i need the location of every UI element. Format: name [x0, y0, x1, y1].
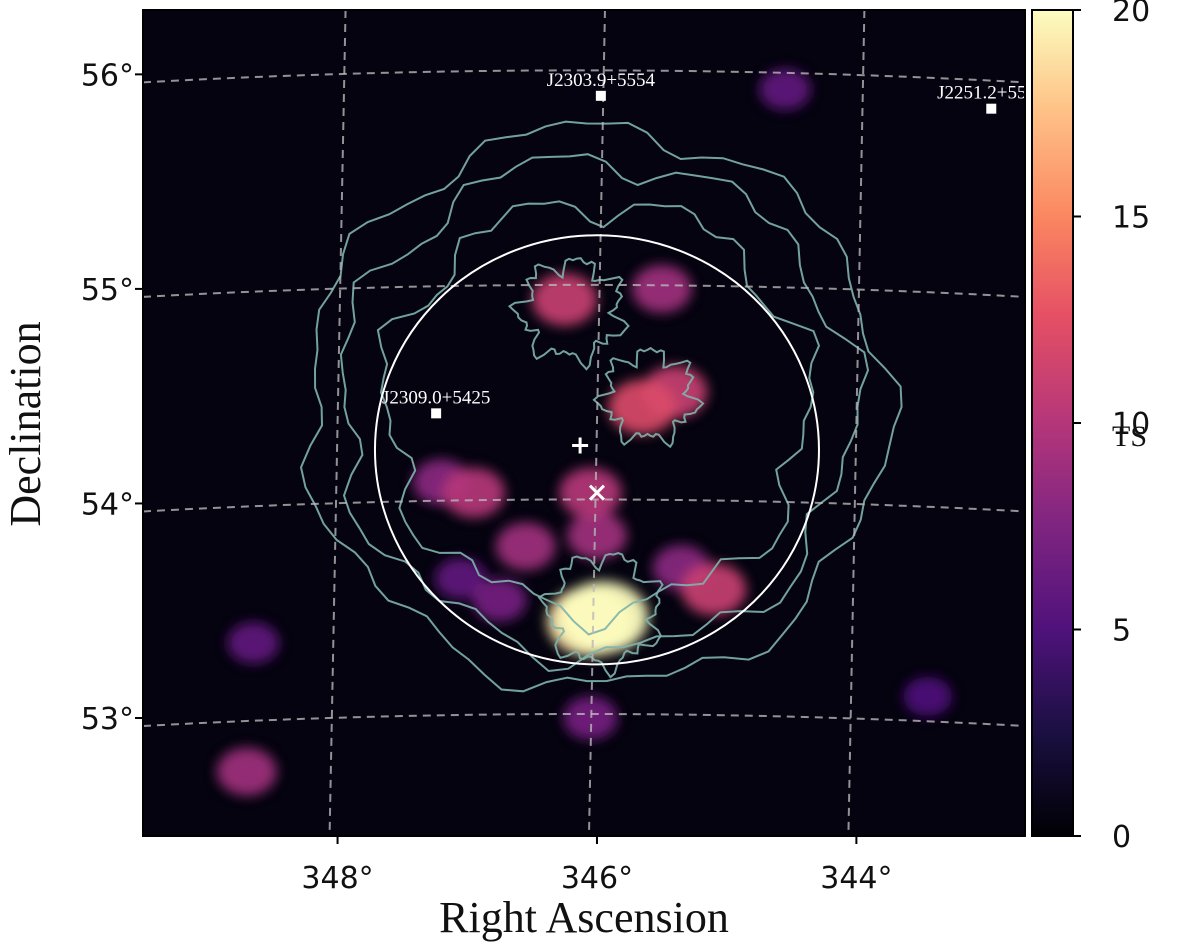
ts-hotspot [216, 747, 277, 796]
ts-hotspot [442, 467, 505, 518]
colorbar-ticks: 0 5 10 15 20 [1073, 0, 1150, 855]
source-square [595, 90, 606, 101]
ts-hotspot [531, 273, 598, 326]
ts-hotspot [472, 578, 527, 622]
cross-marker [588, 484, 606, 501]
plot-frame [142, 9, 1026, 837]
source-label: J2303.9+5554 [547, 70, 656, 91]
ts-hotspot [608, 379, 677, 435]
colorbar-tick-label: 20 [1112, 0, 1150, 29]
ts-hotspot [435, 557, 487, 600]
grid-line-ra [847, 10, 866, 836]
y-tick-label: 55° [81, 273, 134, 308]
position-markers [572, 437, 606, 501]
extent-circle [373, 234, 820, 666]
x-tick-label: 344° [820, 861, 892, 896]
ts-hotspot [227, 622, 279, 664]
x-tick-label: 348° [301, 861, 373, 896]
ts-hotspot [567, 511, 627, 560]
grid-line-dec [143, 713, 1025, 727]
extent-circle-outline [373, 234, 820, 666]
x-tick-label: 346° [561, 861, 633, 896]
contour-overlay [299, 120, 903, 693]
source-label: J2309.0+5425 [382, 387, 490, 408]
y-tick-label: 56° [81, 58, 134, 93]
y-tick-label: 53° [81, 702, 134, 737]
x-axis-label: Right Ascension [439, 893, 729, 942]
ts-hotspot [631, 265, 692, 313]
contour-line [537, 551, 664, 679]
ts-hotspot [563, 696, 618, 740]
contour-line [592, 346, 705, 449]
contour-line [376, 200, 821, 636]
colorbar-gradient [1031, 9, 1074, 837]
colorbar: 0 5 10 15 20 TS [1031, 0, 1150, 855]
source-square [431, 408, 442, 419]
grid-line-ra [587, 10, 606, 836]
colorbar-tick-label: 0 [1112, 820, 1131, 855]
ts-hotspot [558, 581, 649, 654]
plus-marker [572, 437, 589, 454]
plot-area: J2303.9+5554 J2251.2+5550 J2309.0+5425 [142, 9, 1045, 837]
colorbar-tick-label: 5 [1112, 614, 1131, 649]
y-axis-label: Declination [1, 321, 50, 526]
grid-line-dec [143, 498, 1025, 513]
colorbar-tick-label: 10 [1112, 407, 1150, 442]
contour-line [507, 257, 630, 371]
grid-line-dec [143, 283, 1025, 298]
ts-hotspot [903, 677, 953, 717]
grid-line-dec [143, 69, 1025, 84]
source-square [986, 103, 997, 114]
grid-line-ra [328, 10, 347, 836]
contour-line [299, 120, 903, 693]
catalog-sources: J2303.9+5554 J2251.2+5550 J2309.0+5425 [382, 70, 1045, 419]
contour-line [339, 153, 870, 673]
ts-hotspot [759, 68, 811, 110]
ts-hotspot [495, 522, 556, 571]
y-tick-label: 54° [81, 487, 134, 522]
coordinate-grid [143, 10, 1025, 836]
source-label: J2251.2+5550 [937, 83, 1045, 104]
ts-hotspot [559, 467, 622, 518]
colorbar-label: TS [1112, 420, 1147, 453]
colorbar-tick-label: 15 [1112, 201, 1150, 236]
y-axis-ticks: 53° 54° 55° 56° [81, 58, 143, 737]
ts-hotspot [681, 563, 747, 616]
x-axis-ticks: 348° 346° 344° [301, 836, 893, 896]
